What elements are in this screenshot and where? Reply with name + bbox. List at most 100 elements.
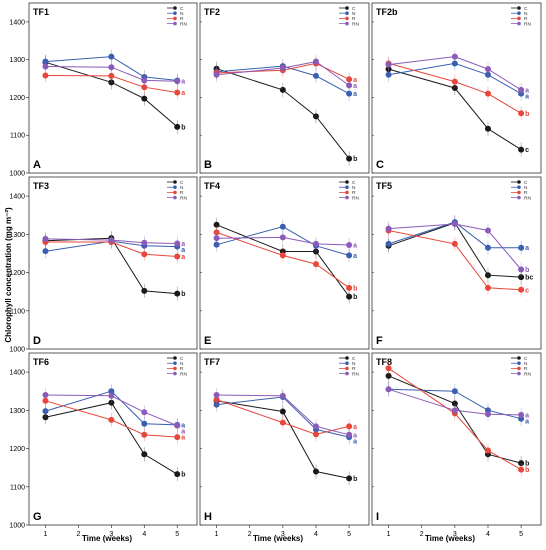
- data-point: [312, 113, 319, 120]
- data-point: [108, 72, 115, 79]
- legend-label-r: R: [180, 190, 184, 196]
- legend-marker-n: [517, 11, 521, 15]
- series-rn: [213, 54, 353, 93]
- x-tick-label: 4: [142, 531, 146, 538]
- legend-label-n: N: [180, 185, 184, 191]
- data-point: [385, 61, 392, 68]
- legend-label-r: R: [352, 366, 356, 372]
- panel-title: TF2b: [376, 7, 398, 17]
- legend-label-rn: RN: [180, 21, 187, 27]
- significance-label: a: [525, 87, 529, 94]
- legend-marker-r: [173, 366, 177, 371]
- series-line: [216, 226, 350, 256]
- significance-label: b: [353, 285, 357, 292]
- x-axis-label: Time (weeks): [425, 534, 475, 543]
- y-tick-label: 1100: [10, 484, 25, 491]
- data-point: [141, 451, 148, 458]
- legend-marker-rn: [173, 21, 177, 26]
- data-point: [42, 248, 49, 255]
- legend-label-c: C: [352, 180, 356, 186]
- legend-label-n: N: [352, 361, 356, 367]
- data-point: [279, 252, 286, 259]
- significance-label: a: [353, 424, 357, 431]
- significance-label: c: [525, 147, 529, 154]
- data-point: [451, 78, 458, 85]
- data-point: [484, 447, 491, 454]
- data-point: [42, 408, 49, 415]
- panel-title: TF2: [204, 7, 220, 17]
- panel-title: TF6: [33, 357, 49, 367]
- data-point: [346, 423, 353, 430]
- data-point: [518, 466, 525, 473]
- data-point: [484, 284, 491, 291]
- data-point: [141, 77, 148, 84]
- series-line: [45, 75, 178, 93]
- data-point: [279, 64, 286, 71]
- panel-letter: G: [33, 511, 42, 523]
- data-point: [108, 392, 115, 399]
- legend-marker-r: [345, 366, 349, 371]
- panel-title: TF3: [33, 181, 49, 191]
- data-point: [108, 64, 115, 71]
- significance-label: a: [181, 422, 185, 429]
- x-tick-label: 1: [215, 531, 219, 538]
- panel-letter: C: [376, 159, 384, 171]
- panel-frame: [199, 176, 370, 350]
- data-point: [346, 475, 353, 482]
- x-axis-label: Time (weeks): [253, 534, 303, 543]
- data-point: [518, 411, 525, 418]
- data-point: [346, 155, 353, 162]
- series-c: [213, 393, 353, 486]
- panel-title: TF8: [376, 357, 392, 367]
- legend-label-n: N: [180, 361, 184, 367]
- x-tick-label: 2: [420, 531, 424, 538]
- y-tick-label: 1300: [9, 57, 25, 64]
- legend-label-n: N: [524, 11, 528, 17]
- significance-label: a: [181, 79, 185, 86]
- data-point: [174, 240, 181, 247]
- data-point: [279, 86, 286, 93]
- legend-label-n: N: [352, 185, 356, 191]
- significance-label: a: [181, 254, 185, 261]
- data-point: [346, 293, 353, 300]
- data-point: [346, 284, 353, 291]
- data-point: [484, 90, 491, 97]
- panel-frame: [371, 2, 542, 174]
- significance-label: a: [181, 428, 185, 435]
- series-line: [216, 396, 350, 438]
- x-tick-label: 1: [44, 531, 48, 538]
- legend-marker-c: [345, 6, 349, 10]
- legend-label-c: C: [524, 356, 528, 362]
- data-point: [312, 240, 319, 247]
- legend-marker-c: [173, 356, 177, 360]
- series-line: [45, 66, 178, 82]
- data-point: [141, 409, 148, 416]
- significance-label: a: [353, 432, 357, 439]
- legend-marker-c: [517, 356, 521, 360]
- significance-label: a: [181, 435, 185, 442]
- data-point: [174, 434, 181, 441]
- panel-title: TF5: [376, 181, 392, 191]
- series-line: [388, 62, 522, 114]
- data-point: [518, 146, 525, 153]
- legend-label-rn: RN: [180, 195, 187, 201]
- series-line: [216, 394, 350, 436]
- data-point: [451, 53, 458, 60]
- panel-grid: 10001100120013001400TF1ACNRRNaabTF2BCNRR…: [9, 2, 542, 538]
- data-point: [312, 72, 319, 79]
- legend-marker-r: [345, 190, 349, 195]
- series-line: [388, 388, 522, 416]
- series-rn: [385, 49, 525, 97]
- data-point: [174, 290, 181, 297]
- series-line: [45, 61, 178, 128]
- significance-label: b: [181, 124, 185, 131]
- data-point: [279, 234, 286, 241]
- panel-frame: [28, 352, 198, 526]
- data-point: [141, 239, 148, 246]
